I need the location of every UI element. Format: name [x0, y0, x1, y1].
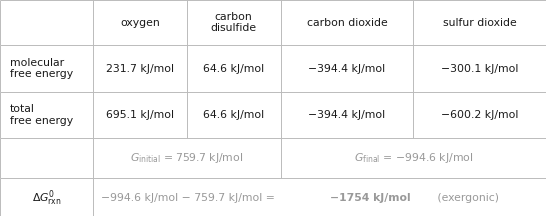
Text: sulfur dioxide: sulfur dioxide — [443, 18, 517, 28]
Text: 64.6 kJ/mol: 64.6 kJ/mol — [203, 64, 264, 74]
Text: $G_{\rm initial}$ = 759.7 kJ/mol: $G_{\rm initial}$ = 759.7 kJ/mol — [130, 151, 244, 165]
Text: −394.4 kJ/mol: −394.4 kJ/mol — [308, 110, 385, 120]
Text: −300.1 kJ/mol: −300.1 kJ/mol — [441, 64, 518, 74]
Text: oxygen: oxygen — [120, 18, 159, 28]
Text: 695.1 kJ/mol: 695.1 kJ/mol — [106, 110, 174, 120]
Text: molecular
free energy: molecular free energy — [10, 58, 73, 79]
Text: 64.6 kJ/mol: 64.6 kJ/mol — [203, 110, 264, 120]
Text: −600.2 kJ/mol: −600.2 kJ/mol — [441, 110, 518, 120]
Text: total
free energy: total free energy — [10, 104, 73, 126]
Text: (exergonic): (exergonic) — [434, 193, 499, 203]
Text: −394.4 kJ/mol: −394.4 kJ/mol — [308, 64, 385, 74]
Text: carbon dioxide: carbon dioxide — [307, 18, 387, 28]
Text: −994.6 kJ/mol − 759.7 kJ/mol =: −994.6 kJ/mol − 759.7 kJ/mol = — [101, 193, 278, 203]
Text: $G_{\rm final}$ = −994.6 kJ/mol: $G_{\rm final}$ = −994.6 kJ/mol — [354, 151, 473, 165]
Text: −1754 kJ/mol: −1754 kJ/mol — [330, 193, 411, 203]
Text: $\Delta G^0_{\rm rxn}$: $\Delta G^0_{\rm rxn}$ — [32, 188, 61, 208]
Text: 231.7 kJ/mol: 231.7 kJ/mol — [106, 64, 174, 74]
Text: carbon
disulfide: carbon disulfide — [211, 12, 257, 33]
